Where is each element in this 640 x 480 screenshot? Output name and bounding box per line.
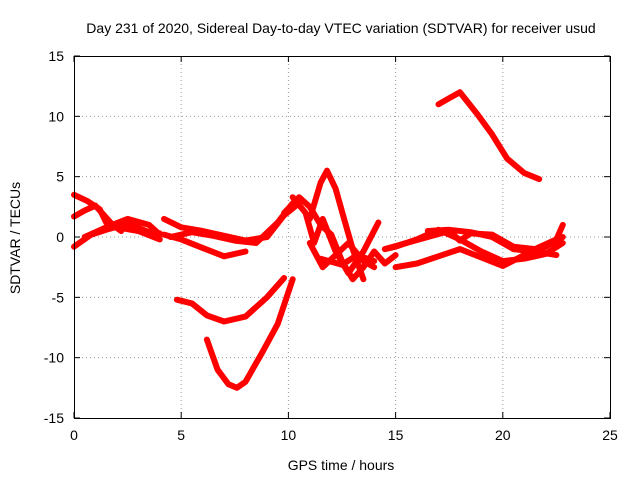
- series-track-18: [424, 226, 560, 259]
- x-tick-label: 20: [495, 427, 511, 443]
- series-track-9: [203, 276, 296, 391]
- series-track-14: [317, 252, 378, 268]
- y-tick-label: -15: [44, 410, 64, 426]
- series-track-13: [306, 240, 378, 271]
- y-tick-label: -5: [52, 289, 65, 305]
- series-track-7: [167, 200, 296, 246]
- x-tick-label: 0: [70, 427, 78, 443]
- x-axis-label: GPS time / hours: [288, 457, 395, 473]
- y-tick-label: 5: [56, 169, 64, 185]
- series-track-19: [435, 89, 543, 183]
- x-tick-label: 10: [281, 427, 297, 443]
- x-tick-label: 15: [388, 427, 404, 443]
- x-tick-label: 5: [177, 427, 185, 443]
- axes: 0 5 10 15 20 25 15 10 5 0 -5 -10 -15: [44, 48, 618, 443]
- series-track-4: [81, 215, 163, 240]
- y-tick-label: 10: [48, 108, 64, 124]
- series-track-8: [173, 275, 288, 325]
- y-axis-label: SDTVAR / TECUs: [7, 182, 23, 294]
- chart-title: Day 231 of 2020, Sidereal Day-to-day VTE…: [86, 20, 595, 36]
- y-tick-label: 15: [48, 48, 64, 64]
- y-tick-label: 0: [56, 229, 64, 245]
- grid: [74, 56, 610, 418]
- x-tick-label: 25: [602, 427, 618, 443]
- series-track-2: [71, 191, 163, 243]
- data-series-group: [71, 89, 566, 391]
- y-tick-label: -10: [44, 350, 64, 366]
